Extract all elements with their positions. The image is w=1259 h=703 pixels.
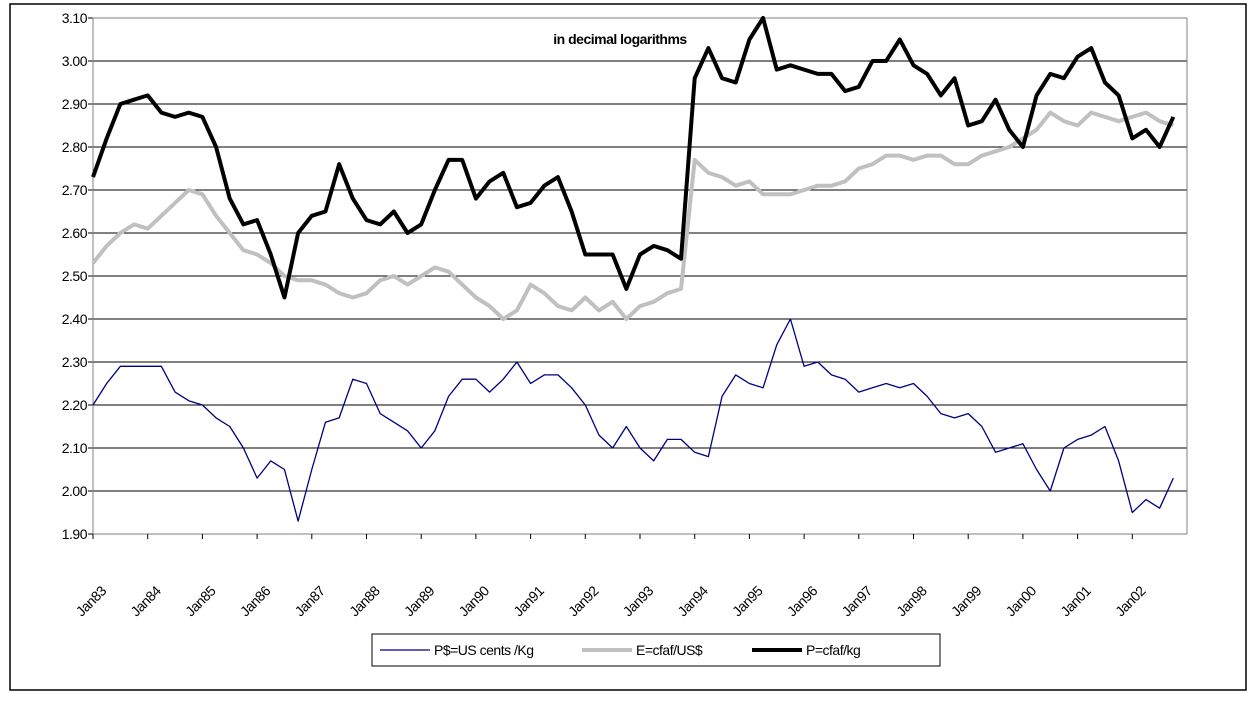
- y-tick-label: 3.00: [62, 53, 88, 69]
- y-tick-label: 2.40: [62, 311, 88, 327]
- y-tick-label: 2.80: [62, 139, 88, 155]
- y-tick-label: 2.70: [62, 182, 88, 198]
- chart-title: in decimal logarithms: [553, 31, 687, 47]
- y-tick-label: 2.60: [62, 225, 88, 241]
- y-tick-label: 2.10: [62, 440, 88, 456]
- y-tick-label: 1.90: [62, 526, 88, 542]
- y-tick-label: 2.50: [62, 268, 88, 284]
- legend-label: P=cfaf/kg: [806, 642, 860, 658]
- y-tick-label: 2.00: [62, 483, 88, 499]
- series-line: [91, 16, 1176, 300]
- legend-label: E=cfaf/US$: [636, 642, 703, 658]
- y-tick-label: 2.30: [62, 354, 88, 370]
- legend-label: P$=US cents /Kg: [434, 642, 534, 658]
- y-tick-label: 2.20: [62, 397, 88, 413]
- y-tick-label: 3.10: [62, 10, 88, 26]
- legend-box: [371, 633, 941, 667]
- y-tick-label: 2.90: [62, 96, 88, 112]
- chart-frame: [9, 3, 1247, 691]
- series-line: [92, 318, 1174, 522]
